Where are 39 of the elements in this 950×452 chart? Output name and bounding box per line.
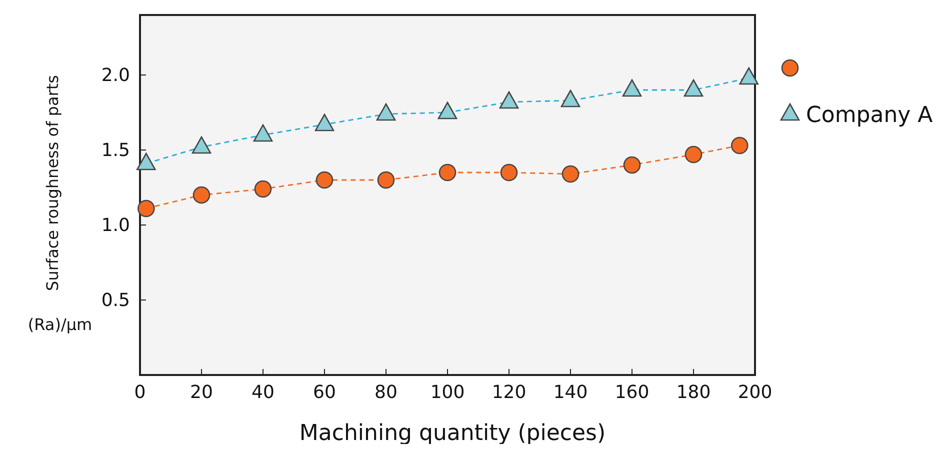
text: Surface roughness of parts (Ra)/μm bbox=[28, 75, 92, 334]
x-tick-label: 20 bbox=[190, 382, 213, 403]
point bbox=[314, 114, 334, 132]
y-tick-label: 2.0 bbox=[101, 65, 130, 86]
y-tick-label: 0.5 bbox=[101, 290, 130, 311]
x-tick-label: 180 bbox=[676, 382, 711, 403]
x-tick-label: 100 bbox=[430, 382, 465, 403]
point bbox=[253, 124, 273, 142]
x-tick-label: 60 bbox=[313, 382, 336, 403]
point bbox=[192, 136, 212, 154]
point bbox=[560, 90, 580, 108]
x-tick-label: 140 bbox=[553, 382, 588, 403]
point bbox=[730, 136, 748, 154]
x-tick-label: 160 bbox=[614, 382, 650, 403]
point bbox=[438, 102, 458, 120]
y-tick-label: 1.5 bbox=[101, 140, 130, 161]
x-tick-label: 200 bbox=[738, 382, 772, 403]
point bbox=[377, 171, 395, 189]
x-tick-label: 80 bbox=[374, 382, 398, 403]
legend-label: Company A bbox=[806, 103, 933, 128]
point bbox=[622, 79, 642, 97]
point bbox=[684, 146, 702, 164]
x-tick-label: 120 bbox=[492, 382, 526, 403]
point bbox=[138, 200, 155, 218]
point bbox=[562, 165, 580, 183]
x-tick-label: 0 bbox=[134, 382, 146, 403]
point bbox=[316, 171, 334, 189]
point bbox=[376, 103, 396, 121]
point bbox=[623, 156, 641, 174]
point bbox=[684, 79, 704, 97]
x-tick-label: 40 bbox=[252, 382, 274, 403]
point bbox=[136, 152, 156, 170]
point bbox=[254, 180, 272, 198]
point bbox=[500, 164, 518, 182]
point bbox=[192, 186, 210, 204]
point bbox=[739, 67, 758, 85]
point bbox=[438, 164, 456, 182]
point bbox=[499, 91, 519, 109]
y-tick-label: 1.0 bbox=[101, 215, 130, 236]
